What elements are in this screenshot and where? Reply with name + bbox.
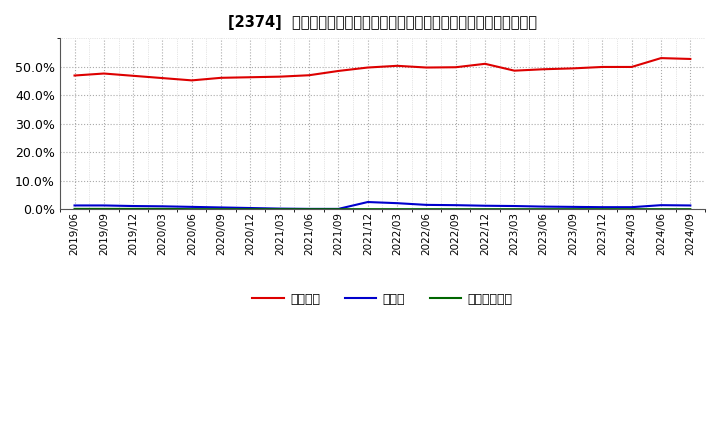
自己資本 [657, 55, 665, 61]
自己資本 [393, 63, 402, 69]
繰延税金資産 [71, 206, 79, 212]
のれん [217, 205, 225, 210]
自己資本 [686, 56, 695, 62]
繰延税金資産 [598, 206, 607, 212]
自己資本 [129, 73, 138, 78]
自己資本 [364, 65, 372, 70]
自己資本 [246, 75, 255, 80]
自己資本 [422, 65, 431, 70]
繰延税金資産 [99, 206, 108, 212]
のれん [657, 202, 665, 208]
のれん [129, 203, 138, 209]
のれん [627, 205, 636, 210]
のれん [71, 203, 79, 208]
のれん [246, 205, 255, 211]
のれん [364, 199, 372, 205]
自己資本 [598, 64, 607, 70]
Line: 自己資本: 自己資本 [75, 58, 690, 81]
のれん [305, 206, 313, 212]
繰延税金資産 [158, 206, 167, 212]
自己資本 [539, 66, 548, 72]
のれん [686, 203, 695, 208]
自己資本 [71, 73, 79, 78]
のれん [158, 204, 167, 209]
自己資本 [158, 75, 167, 81]
のれん [422, 202, 431, 208]
自己資本 [217, 75, 225, 81]
繰延税金資産 [364, 206, 372, 212]
のれん [598, 205, 607, 210]
繰延税金資産 [276, 206, 284, 212]
自己資本 [99, 71, 108, 76]
のれん [393, 201, 402, 206]
繰延税金資産 [510, 206, 518, 212]
繰延税金資産 [334, 206, 343, 212]
自己資本 [569, 66, 577, 71]
自己資本 [187, 78, 196, 83]
のれん [510, 203, 518, 209]
繰延税金資産 [539, 206, 548, 212]
自己資本 [481, 61, 490, 66]
自己資本 [451, 65, 460, 70]
自己資本 [305, 73, 313, 78]
のれん [481, 203, 490, 209]
繰延税金資産 [569, 206, 577, 212]
自己資本 [627, 64, 636, 70]
のれん [451, 202, 460, 208]
繰延税金資産 [481, 206, 490, 212]
のれん [569, 204, 577, 209]
繰延税金資産 [393, 206, 402, 212]
繰延税金資産 [246, 206, 255, 212]
Legend: 自己資本, のれん, 繰延税金資産: 自己資本, のれん, 繰延税金資産 [248, 288, 518, 311]
繰延税金資産 [305, 206, 313, 212]
繰延税金資産 [187, 206, 196, 212]
繰延税金資産 [129, 206, 138, 212]
繰延税金資産 [686, 206, 695, 212]
繰延税金資産 [627, 206, 636, 212]
自己資本 [276, 74, 284, 79]
Title: [2374]  自己資本、のれん、繰延税金資産の総資産に対する比率の推移: [2374] 自己資本、のれん、繰延税金資産の総資産に対する比率の推移 [228, 15, 537, 30]
繰延税金資産 [217, 206, 225, 212]
のれん [539, 204, 548, 209]
自己資本 [510, 68, 518, 73]
繰延税金資産 [657, 206, 665, 212]
のれん [334, 206, 343, 212]
のれん [276, 206, 284, 211]
繰延税金資産 [422, 206, 431, 212]
繰延税金資産 [451, 206, 460, 212]
自己資本 [334, 68, 343, 73]
Line: のれん: のれん [75, 202, 690, 209]
のれん [187, 204, 196, 209]
のれん [99, 203, 108, 208]
